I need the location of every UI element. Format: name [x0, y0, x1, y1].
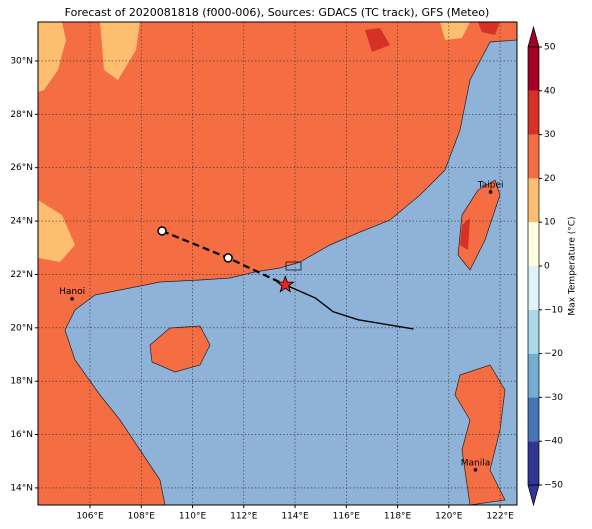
city-dot	[70, 296, 74, 301]
y-tick-label: 22°N	[10, 270, 33, 280]
city-dot	[473, 467, 478, 472]
colorbar-tick-label: −20	[544, 349, 563, 359]
colorbar-segment	[528, 353, 539, 398]
colorbar: −50 −40 −30 −20 −10 0 10 20 30 40 50	[527, 25, 563, 507]
hot-zone	[365, 22, 500, 52]
forecast-track	[285, 284, 414, 330]
map-title: Forecast of 2020081818 (f000-006), Sourc…	[65, 6, 490, 19]
x-tick-label: 106°E	[76, 512, 104, 522]
x-tick-label: 114°E	[281, 512, 309, 522]
frame	[37, 21, 518, 506]
x-tick-label: 112°E	[230, 512, 258, 522]
colorbar-tick-label: 20	[544, 174, 556, 184]
y-tick-label: 24°N	[10, 217, 33, 227]
colorbar-tick-label: 40	[544, 86, 556, 96]
colorbar-segment	[528, 47, 539, 91]
colorbar-segment	[528, 441, 539, 485]
colorbar-segment	[528, 134, 539, 179]
colorbar-tick-label: −10	[544, 305, 563, 315]
y-tick-label: 30°N	[10, 56, 33, 66]
taiwan	[457, 179, 501, 271]
hong-kong-box	[285, 261, 302, 271]
y-tick-label: 18°N	[10, 377, 33, 387]
current-position	[276, 275, 295, 293]
colorbar-tick-label: −50	[544, 481, 563, 491]
y-tick-label: 26°N	[10, 163, 33, 173]
colorbar-segment	[528, 309, 539, 354]
colorbar-segment	[528, 266, 539, 310]
luzon	[454, 364, 506, 505]
colorbar-extend	[527, 484, 540, 507]
x-tick-label: 118°E	[384, 512, 412, 522]
y-tick-label: 28°N	[10, 110, 33, 120]
colorbar-segment	[528, 178, 539, 223]
x-tick-label: 120°E	[435, 512, 463, 522]
colorbar-tick-label: 30	[544, 130, 556, 140]
city-label: Taipei	[477, 180, 504, 190]
colorbar-label: Max Temperature (°C)	[568, 216, 578, 315]
basemap	[38, 22, 517, 505]
y-tick-label: 14°N	[10, 483, 33, 493]
city-label: Hanoi	[59, 287, 85, 297]
colorbar-segment	[528, 397, 539, 442]
colorbar-segment	[528, 222, 539, 266]
track-point	[157, 226, 167, 236]
colorbar-segment	[528, 90, 539, 135]
city-label: Manila	[461, 458, 491, 468]
hot-zone	[460, 218, 470, 250]
x-tick-label: 110°E	[179, 512, 207, 522]
y-tick-label: 20°N	[10, 323, 33, 333]
track-point	[223, 253, 233, 263]
colorbar-tick-label: −30	[544, 393, 563, 403]
x-tick-label: 122°E	[486, 512, 514, 522]
colorbar-extend	[527, 25, 540, 48]
colorbar-tick-label: 50	[544, 43, 556, 53]
city-dot	[488, 190, 493, 194]
colorbar-tick-label: 10	[544, 218, 556, 228]
y-tick-label: 16°N	[10, 430, 33, 440]
x-tick-label: 108°E	[128, 512, 156, 522]
colorbar-tick-label: −40	[544, 437, 563, 447]
sea	[64, 39, 517, 505]
colorbar-tick-label: 0	[544, 262, 550, 272]
x-tick-label: 116°E	[333, 512, 361, 522]
